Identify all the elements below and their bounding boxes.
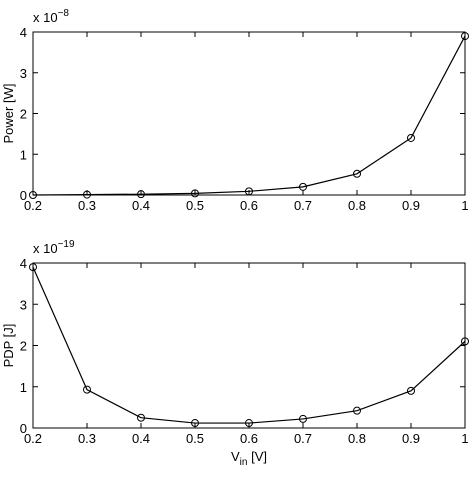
x-tick-label: 0.7 [294,198,312,213]
x-tick-label: 0.3 [78,198,96,213]
data-marker [353,406,361,415]
axes-frame [32,31,466,196]
y-axis-label: Power [W] [1,84,16,144]
data-marker [245,419,253,428]
data-marker [83,190,91,199]
y-tick-label: 0 [20,188,27,203]
data-line [32,35,466,196]
x-tick-label: 0.9 [402,198,420,213]
y-axis-label: PDP [J] [1,324,16,368]
x-axis-label-part: in [240,457,248,468]
multiplier-exponent: −19 [58,239,75,250]
data-marker [407,133,415,142]
data-marker [137,413,145,422]
data-line [32,266,466,424]
axis-multiplier: x 10−8 [33,8,69,25]
x-tick-label: 0.8 [348,431,366,446]
y-tick-label: 4 [20,256,27,271]
data-marker [353,169,361,178]
x-tick-label: 0.2 [24,198,42,213]
axes-frame [32,262,466,429]
data-marker [29,263,37,272]
x-tick-label: 0.4 [132,198,150,213]
x-tick-label: 0.9 [402,431,420,446]
y-tick-label: 2 [20,107,27,122]
x-tick-label: 1 [461,198,468,213]
x-tick-label: 0.7 [294,431,312,446]
y-tick-label: 1 [20,380,27,395]
multiplier-exponent: −8 [58,8,70,19]
data-marker [29,191,37,199]
data-marker [191,419,199,428]
data-marker [299,414,307,423]
data-marker [137,190,145,199]
x-tick-label: 0.6 [240,431,258,446]
x-tick-label: 0.5 [186,431,204,446]
y-tick-label: 4 [20,25,27,40]
x-tick-label: 0.5 [186,198,204,213]
y-tick-label: 2 [20,339,27,354]
data-marker [461,337,469,346]
x-axis-label-part: V [231,449,240,464]
x-tick-label: 0.3 [78,431,96,446]
x-tick-label: 0.8 [348,198,366,213]
y-tick-label: 3 [20,66,27,81]
data-marker [461,32,469,41]
data-marker [245,187,253,196]
multiplier-base: x 10 [33,10,58,25]
axis-multiplier: x 10−19 [33,239,75,256]
x-tick-label: 0.6 [240,198,258,213]
x-tick-label: 0.2 [24,431,42,446]
x-axis-label: Vin [V] [231,449,267,468]
data-marker [407,386,415,395]
x-tick-label: 0.4 [132,431,150,446]
y-tick-label: 1 [20,147,27,162]
y-tick-label: 0 [20,421,27,436]
data-marker [83,385,91,394]
x-tick-label: 1 [461,431,468,446]
y-tick-label: 3 [20,297,27,312]
multiplier-base: x 10 [33,241,58,256]
x-axis-label-part: [V] [247,449,267,464]
data-marker [299,182,307,191]
data-marker [191,189,199,198]
